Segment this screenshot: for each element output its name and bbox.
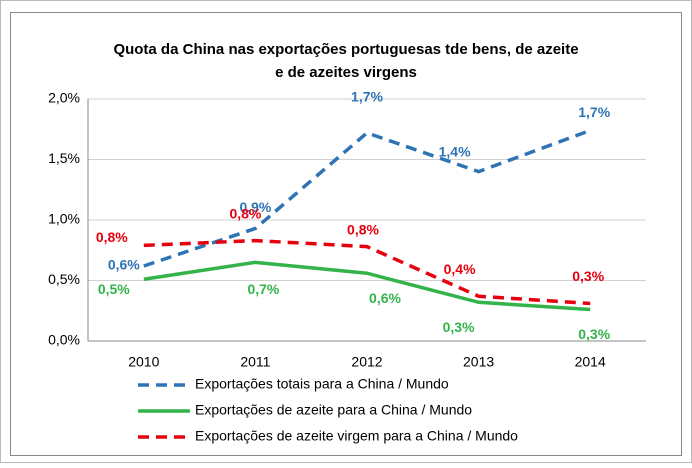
data-label: 1,4%: [439, 143, 471, 159]
data-label: 0,9%: [239, 199, 271, 215]
chart-title: e de azeites virgens: [275, 64, 417, 81]
y-tick-label: 1,0%: [48, 211, 80, 227]
y-tick-label: 0,0%: [48, 332, 80, 348]
data-label: 0,8%: [229, 205, 261, 221]
data-label: 1,7%: [351, 89, 383, 105]
x-tick-label: 2013: [463, 354, 494, 370]
data-label: 0,7%: [247, 281, 279, 297]
series-line: [143, 238, 591, 306]
data-label: 0,5%: [98, 281, 130, 297]
data-label: 0,6%: [369, 290, 401, 306]
x-tick-label: 2011: [240, 354, 270, 370]
x-tick-label: 2012: [351, 354, 382, 370]
series-line: [143, 260, 591, 312]
data-label: 0,8%: [96, 229, 128, 245]
x-tick-label: 2010: [128, 354, 159, 370]
data-label: 0,3%: [443, 319, 475, 335]
chart-border: [10, 12, 682, 456]
chart-title: Quota da China nas exportações portugues…: [113, 41, 578, 58]
data-label: 1,7%: [578, 104, 610, 120]
y-tick-label: 0,5%: [48, 271, 80, 287]
legend-label: Exportações de azeite para a China / Mun…: [195, 402, 472, 418]
legend-label: Exportações totais para a China / Mundo: [195, 376, 449, 392]
data-label: 0,4%: [444, 261, 476, 277]
data-label: 0,3%: [578, 326, 610, 342]
data-label: 0,3%: [572, 268, 604, 284]
y-tick-label: 1,5%: [48, 150, 80, 166]
x-tick-label: 2014: [575, 354, 606, 370]
y-tick-label: 2,0%: [48, 90, 80, 106]
legend-label: Exportações de azeite virgem para a Chin…: [195, 428, 518, 444]
data-label: 0,8%: [347, 221, 379, 237]
data-label: 0,6%: [108, 257, 140, 273]
